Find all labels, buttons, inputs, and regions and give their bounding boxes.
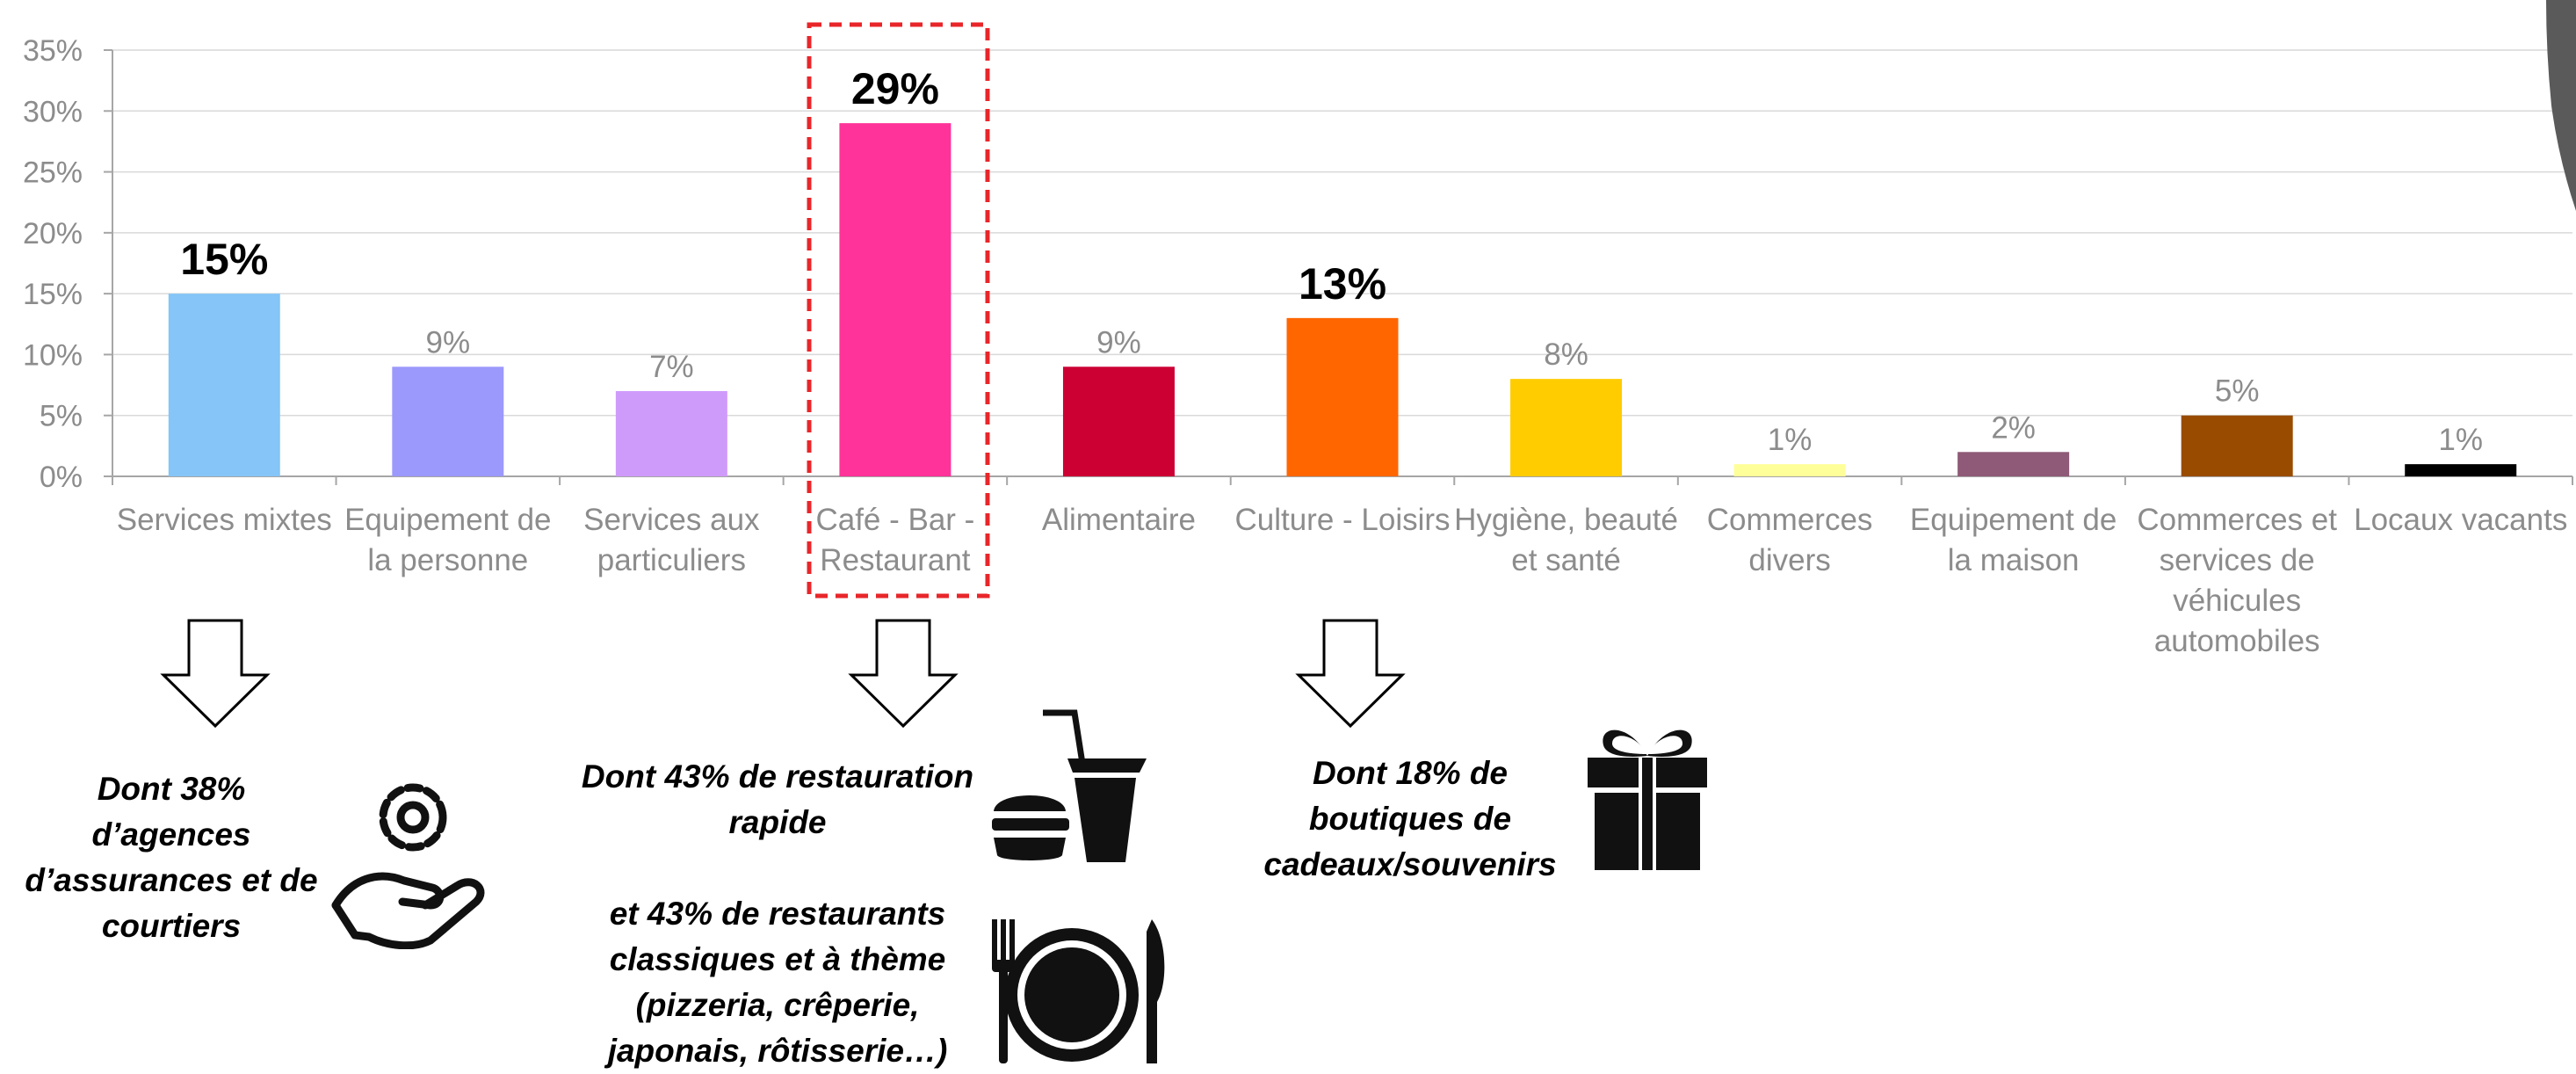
data-label: 5% (2215, 374, 2260, 409)
y-tick-label: 5% (40, 400, 83, 433)
burger-drink-icon (992, 709, 1147, 862)
bar (839, 123, 952, 476)
culture-note-line: boutiques de (1308, 801, 1512, 837)
category-label: Services aux (583, 503, 760, 537)
category-label: Commerces (1707, 503, 1873, 537)
data-label: 9% (1096, 325, 1141, 359)
category-labels: Services mixtes Equipement de la personne S… (117, 503, 2568, 658)
restaurant-note-a: Dont 43% de restauration rapide (571, 754, 984, 845)
data-label: 7% (649, 350, 694, 384)
restaurant-note-line: classiques et à thème (609, 941, 946, 977)
category-label: Alimentaire (1042, 503, 1196, 537)
category-label: automobiles (2154, 624, 2320, 658)
bar (1733, 464, 1846, 476)
category-label: services de (2160, 543, 2315, 577)
bar (2405, 464, 2517, 476)
restaurant-note-line: (pizzeria, crêperie, (635, 987, 920, 1023)
data-label: 15% (180, 235, 268, 284)
category-label: la personne (367, 543, 528, 577)
services-note-line: d’agences (91, 816, 251, 853)
category-label: véhicules (2173, 584, 2301, 618)
category-label: Services mixtes (117, 503, 332, 537)
y-tick-label: 20% (23, 217, 83, 250)
category-label: Equipement de (344, 503, 551, 537)
y-tick-label: 15% (23, 278, 83, 311)
data-label: 2% (1991, 410, 2036, 445)
restaurant-note-line: et 43% de restaurants (609, 896, 946, 932)
bar (1286, 317, 1399, 476)
bar (615, 391, 727, 476)
category-label: Restaurant (820, 543, 970, 577)
data-label: 1% (1768, 423, 1813, 457)
y-tick-label: 30% (23, 95, 83, 128)
y-axis-ticks: 0% 5% 10% 15% 20% 25% 30% 35% (23, 34, 83, 494)
category-label: la maison (1948, 543, 2080, 577)
category-label: particuliers (597, 543, 746, 577)
category-label: Hygiène, beauté (1454, 503, 1678, 537)
data-label: 1% (2438, 423, 2483, 457)
services-note-line: courtiers (101, 908, 242, 944)
bar (1062, 366, 1175, 476)
bars (168, 123, 2517, 476)
bar (168, 294, 280, 476)
down-arrow-services (160, 619, 271, 729)
plate-cutlery-icon (992, 919, 1165, 1063)
category-label: et santé (1511, 543, 1621, 577)
down-arrow-culture (1295, 619, 1406, 729)
culture-note: Dont 18% de boutiques de cadeaux/souveni… (1248, 751, 1573, 888)
highlight-box (807, 22, 990, 599)
bar (2181, 415, 2293, 476)
services-note: Dont 38% d’agences d’assurances et de co… (9, 766, 334, 949)
culture-note-line: Dont 18% de (1312, 755, 1509, 791)
data-label: 9% (426, 325, 471, 359)
restaurant-note-b: et 43% de restaurants classiques et à th… (571, 891, 984, 1074)
gift-icon (1588, 729, 1707, 870)
y-tick-label: 35% (23, 34, 83, 68)
restaurant-note-line: japonais, rôtisserie…) (607, 1033, 948, 1069)
gear-hand-icon (331, 783, 485, 949)
restaurant-note-line: rapide (728, 804, 827, 840)
services-note-line: d’assurances et de (25, 862, 318, 898)
data-label: 8% (1544, 337, 1588, 372)
data-label: 29% (851, 64, 939, 113)
data-labels: 15% 9% 7% 29% 9% 13% 8% 1% 2% 5% 1% (180, 64, 2483, 457)
category-label: Café - Bar - (815, 503, 974, 537)
down-arrow-restaurant (848, 619, 959, 729)
category-label: divers (1748, 543, 1830, 577)
bar (392, 366, 504, 476)
photo-edge (2546, 0, 2576, 211)
data-label: 13% (1299, 259, 1386, 308)
category-label: Commerces et (2137, 503, 2337, 537)
bar (1957, 452, 2070, 476)
services-note-line: Dont 38% (97, 771, 246, 807)
category-label: Locaux vacants (2354, 503, 2567, 537)
y-tick-label: 25% (23, 156, 83, 190)
y-tick-label: 0% (40, 461, 83, 494)
category-label: Culture - Loisirs (1234, 503, 1450, 537)
culture-note-line: cadeaux/souvenirs (1263, 846, 1557, 882)
category-label: Equipement de (1910, 503, 2117, 537)
bar (1510, 379, 1623, 476)
y-tick-label: 10% (23, 338, 83, 372)
restaurant-note-line: Dont 43% de restauration (581, 758, 974, 795)
